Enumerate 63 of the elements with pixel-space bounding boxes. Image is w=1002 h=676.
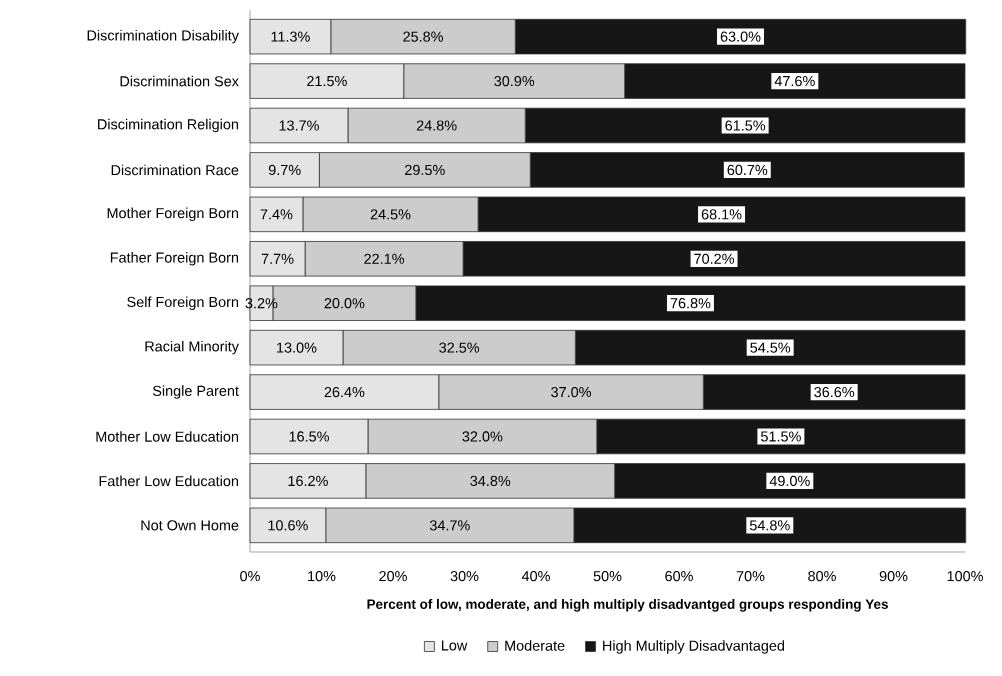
data-label: 20.0% — [324, 298, 365, 309]
data-label: 13.0% — [277, 342, 317, 353]
legend-label: Low — [441, 640, 468, 651]
y-tick-label: Father Low Education — [99, 475, 239, 487]
x-tick-label: 30% — [450, 571, 479, 582]
y-tick-label: Discrimination Race — [111, 164, 239, 176]
y-tick-label: Single Parent — [152, 385, 239, 399]
data-label: 16.2% — [288, 475, 328, 487]
data-label: 7.4% — [260, 209, 293, 220]
data-label: 34.7% — [429, 520, 470, 531]
data-label: 32.0% — [462, 431, 503, 442]
data-label: 61.5% — [725, 120, 766, 131]
y-tick-label: Discrimination Sex — [120, 75, 239, 87]
x-axis-title: Percent of low, moderate, and high multiply disadvantged groups responding Yes — [367, 599, 888, 612]
y-tick-label: Discimination Religion — [98, 118, 238, 133]
x-tick-label: 50% — [593, 571, 622, 582]
data-label: 54.5% — [750, 342, 791, 353]
x-tick-label: 40% — [521, 571, 550, 582]
data-label: 3.2% — [245, 298, 278, 309]
x-tick-label: 20% — [379, 571, 407, 582]
data-label: 47.6% — [774, 75, 815, 87]
data-label: 11.3% — [271, 31, 310, 42]
data-label: 7.7% — [261, 253, 294, 264]
data-label: 51.5% — [760, 431, 801, 442]
data-label: 30.9% — [494, 75, 535, 87]
data-label: 24.5% — [370, 209, 411, 220]
y-tick-label: Discrimination Disability — [87, 29, 239, 44]
data-label: 70.2% — [694, 253, 735, 264]
data-label: 63.0% — [720, 31, 761, 42]
x-tick-label: 70% — [736, 571, 765, 582]
y-tick-label: Father Foreign Born — [110, 252, 239, 266]
data-label: 25.8% — [403, 31, 444, 42]
data-label: 49.0% — [769, 475, 810, 487]
legend-label: Moderate — [505, 640, 565, 651]
x-tick-label: 0% — [240, 571, 260, 582]
data-label: 76.8% — [670, 298, 711, 309]
data-label: 37.0% — [551, 386, 592, 398]
y-tick-label: Racial Minority — [145, 340, 239, 355]
data-label: 21.5% — [307, 75, 347, 87]
data-label: 60.7% — [727, 164, 768, 176]
data-label: 24.8% — [416, 120, 457, 131]
legend-label: High Multiply Disadvantaged — [603, 640, 785, 654]
data-label: 36.6% — [814, 386, 855, 398]
data-label: 13.7% — [279, 120, 319, 131]
x-tick-label: 60% — [665, 571, 693, 582]
x-tick-label: 10% — [308, 571, 336, 582]
x-tick-label: 80% — [808, 571, 836, 582]
y-tick-label: Mother Low Education — [96, 431, 239, 442]
data-label: 54.8% — [749, 520, 790, 531]
y-tick-label: Self Foreign Born — [127, 296, 239, 310]
data-label: 26.4% — [324, 386, 365, 398]
data-label: 32.5% — [439, 342, 480, 353]
data-label: 10.6% — [268, 520, 308, 531]
y-tick-label: Mother Foreign Born — [107, 207, 239, 222]
data-label: 16.5% — [289, 431, 329, 442]
data-label: 68.1% — [701, 209, 742, 220]
y-tick-label: Not Own Home — [141, 520, 239, 531]
x-tick-label: 90% — [879, 571, 908, 582]
x-tick-label: 100% — [947, 571, 983, 582]
data-label: 34.8% — [470, 475, 511, 487]
data-label: 22.1% — [364, 253, 405, 264]
data-label: 29.5% — [405, 164, 445, 176]
data-label: 9.7% — [268, 164, 301, 176]
